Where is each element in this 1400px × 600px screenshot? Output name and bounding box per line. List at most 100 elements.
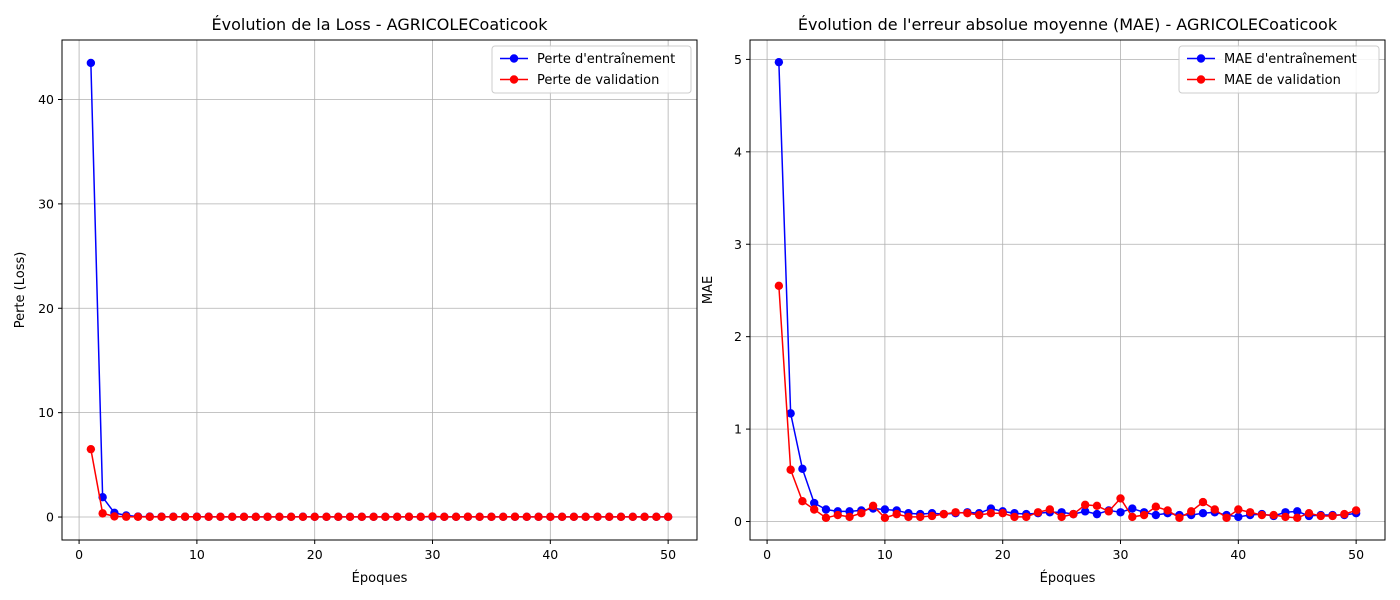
- data-point-series-1: [392, 512, 402, 522]
- data-point-series-1: [663, 512, 673, 522]
- data-point-series-1: [904, 512, 913, 522]
- data-point-series-1: [1257, 510, 1267, 520]
- x-tick-label: 10: [189, 547, 205, 562]
- data-point-series-1: [1269, 510, 1278, 520]
- data-point-series-1: [1304, 508, 1314, 518]
- loss-chart: 0 10 20 30 40 50 0 10 20 30 40 Évolution de la Loss…: [13, 15, 698, 586]
- data-point-series-1: [581, 512, 590, 522]
- data-point-series-1: [1281, 512, 1290, 522]
- legend-box: [1178, 45, 1380, 94]
- legend-box: [491, 45, 692, 94]
- x-tick-label: 0: [75, 547, 83, 562]
- data-point-series-1: [998, 508, 1007, 518]
- legend-marker-1: [1196, 75, 1206, 84]
- data-point-series-1: [298, 512, 308, 522]
- x-axis-label: Époques: [1040, 570, 1096, 586]
- data-point-series-1: [122, 512, 131, 521]
- data-point-series-0: [86, 58, 96, 68]
- data-point-series-1: [546, 512, 555, 522]
- data-point-series-1: [1080, 500, 1090, 510]
- data-point-series-0: [798, 464, 807, 474]
- data-point-series-1: [463, 512, 473, 521]
- data-point-series-1: [369, 512, 378, 522]
- legend-marker-1: [509, 75, 519, 84]
- data-point-series-1: [1316, 511, 1325, 521]
- data-point-series-1: [1022, 512, 1031, 522]
- data-point-series-1: [963, 508, 972, 518]
- data-point-series-1: [951, 508, 960, 517]
- data-point-series-1: [499, 512, 508, 522]
- data-point-series-1: [180, 512, 190, 521]
- data-point-series-0: [810, 498, 819, 508]
- x-tick-label: 40: [1230, 547, 1246, 562]
- data-point-series-1: [322, 512, 331, 522]
- data-point-series-1: [1033, 508, 1043, 517]
- data-point-series-1: [652, 512, 661, 522]
- data-point-series-1: [857, 508, 866, 518]
- x-tick-label: 10: [877, 547, 893, 562]
- data-point-series-0: [786, 409, 795, 418]
- data-point-series-1: [1234, 505, 1243, 514]
- x-tick-label: 0: [763, 547, 771, 562]
- data-point-series-1: [98, 509, 107, 518]
- data-point-series-1: [1175, 513, 1184, 523]
- data-point-series-1: [1139, 510, 1149, 520]
- y-tick-label: 4: [734, 144, 742, 159]
- data-point-series-1: [939, 509, 948, 519]
- data-point-series-1: [628, 512, 637, 522]
- data-point-series-1: [605, 512, 614, 522]
- data-point-series-1: [522, 512, 531, 522]
- data-point-series-1: [557, 512, 567, 522]
- legend-marker-0: [509, 54, 519, 63]
- y-axis-label: MAE: [701, 276, 716, 304]
- data-point-series-1: [169, 512, 178, 522]
- data-point-series-1: [1104, 507, 1113, 516]
- data-point-series-1: [1151, 502, 1161, 511]
- y-tick-label: 10: [38, 405, 54, 420]
- data-point-series-0: [821, 505, 831, 514]
- data-point-series-1: [892, 509, 901, 519]
- y-tick-label: 0: [734, 514, 742, 529]
- data-point-series-1: [1328, 511, 1337, 521]
- data-point-series-1: [381, 512, 390, 522]
- data-point-series-1: [1340, 509, 1349, 519]
- data-point-series-1: [487, 512, 496, 522]
- data-point-series-1: [1293, 513, 1302, 523]
- data-point-series-1: [593, 512, 602, 522]
- legend-label-0: MAE d'entraînement: [1224, 52, 1357, 67]
- x-axis-label: Époques: [352, 570, 408, 586]
- data-point-series-1: [1057, 512, 1066, 522]
- data-point-series-1: [1163, 506, 1172, 515]
- data-point-series-1: [416, 512, 425, 522]
- y-tick-label: 5: [734, 52, 742, 67]
- data-point-series-1: [192, 512, 202, 522]
- chart-title: Évolution de l'erreur absolue moyenne (M…: [798, 15, 1338, 34]
- data-point-series-1: [86, 444, 96, 454]
- data-point-series-1: [1045, 505, 1055, 514]
- data-point-series-0: [1128, 504, 1137, 513]
- legend-marker-0: [1196, 54, 1206, 63]
- legend-label-1: Perte de validation: [537, 73, 659, 88]
- chart-title: Évolution de la Loss - AGRICOLECoaticook: [212, 15, 549, 34]
- data-point-series-1: [833, 510, 842, 520]
- data-point-series-1: [868, 501, 878, 511]
- plot-frame: [749, 39, 1386, 541]
- data-point-series-0: [1092, 509, 1102, 519]
- data-point-series-1: [263, 512, 272, 522]
- plot-frame: [61, 39, 698, 541]
- mae-chart: 0 10 20 30 40 50 0 1 2 3 4 5 Évolution de l'erreur a…: [701, 15, 1386, 586]
- y-tick-label: 0: [46, 510, 54, 525]
- data-point-series-1: [1245, 508, 1255, 517]
- x-tick-label: 30: [1113, 547, 1129, 562]
- data-point-series-1: [133, 512, 143, 522]
- data-point-series-1: [810, 505, 819, 514]
- data-point-series-1: [157, 512, 166, 522]
- data-point-series-0: [1151, 510, 1161, 520]
- data-point-series-1: [974, 510, 984, 520]
- data-point-series-1: [1116, 494, 1125, 503]
- data-point-series-1: [345, 512, 355, 522]
- data-point-series-1: [774, 281, 784, 291]
- data-point-series-1: [286, 512, 296, 522]
- data-point-series-1: [986, 508, 996, 518]
